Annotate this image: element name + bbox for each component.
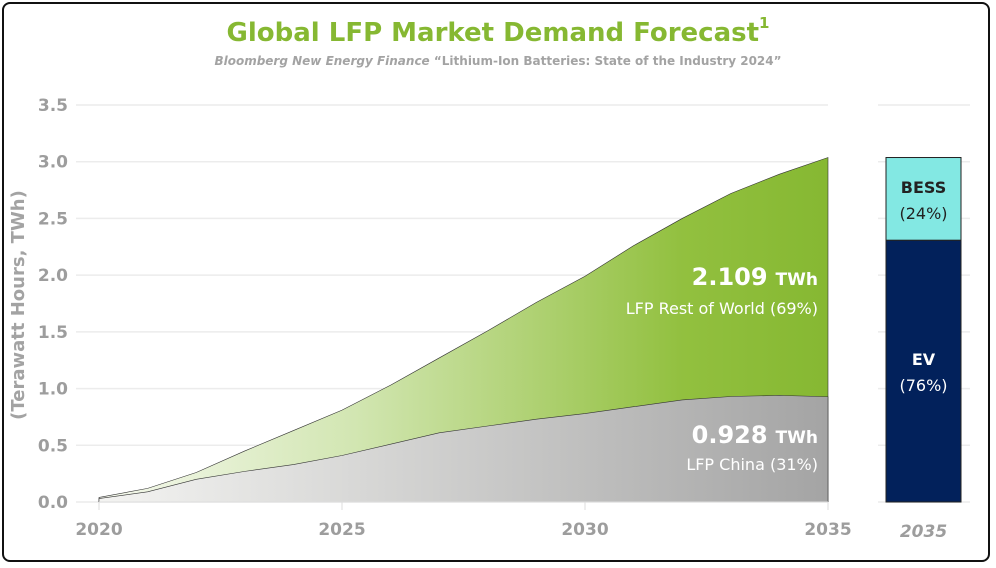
bar-segment-name: EV <box>912 350 936 369</box>
chart-frame <box>2 2 990 562</box>
row-unit-label: TWh <box>776 270 818 290</box>
y-tick-label: 3.0 <box>38 153 68 173</box>
bar-segment-ev <box>885 239 962 503</box>
row-series-label: LFP Rest of World (69%) <box>626 299 818 318</box>
china-value: 0.928 <box>692 421 768 449</box>
bar-segment-percent: (76%) <box>899 376 947 395</box>
x-tick-label: 2030 <box>561 520 608 540</box>
x-tick-label: 2035 <box>804 520 851 540</box>
china-unit-label: TWh <box>776 428 818 448</box>
y-axis-label: (Terawatt Hours, TWh) <box>8 190 29 420</box>
china-value-label: 0.928 TWh <box>692 421 818 449</box>
x-tick-label: 2020 <box>75 520 122 540</box>
y-tick-label: 0.5 <box>38 436 68 456</box>
y-tick-label: 1.0 <box>38 380 68 400</box>
row-value-label: 2.109 TWh <box>692 263 818 291</box>
y-tick-label: 1.5 <box>38 323 68 343</box>
bar-segment-name: BESS <box>901 178 946 197</box>
y-tick-label: 2.0 <box>38 266 68 286</box>
row-value: 2.109 <box>692 263 768 291</box>
y-tick-label: 2.5 <box>38 209 68 229</box>
chart-subtitle: Bloomberg New Energy Finance “Lithium-Io… <box>214 54 782 68</box>
chart-title: Global LFP Market Demand Forecast1 <box>226 14 770 49</box>
y-tick-label: 0.0 <box>38 493 68 513</box>
bar-segment-percent: (24%) <box>899 204 947 223</box>
area-china <box>98 395 829 503</box>
y-tick-label: 3.5 <box>38 96 68 116</box>
bar-segment-bess <box>885 157 962 241</box>
x-tick-label: 2025 <box>318 520 365 540</box>
bar-category-label: 2035 <box>900 522 947 542</box>
china-series-label: LFP China (31%) <box>686 455 818 474</box>
